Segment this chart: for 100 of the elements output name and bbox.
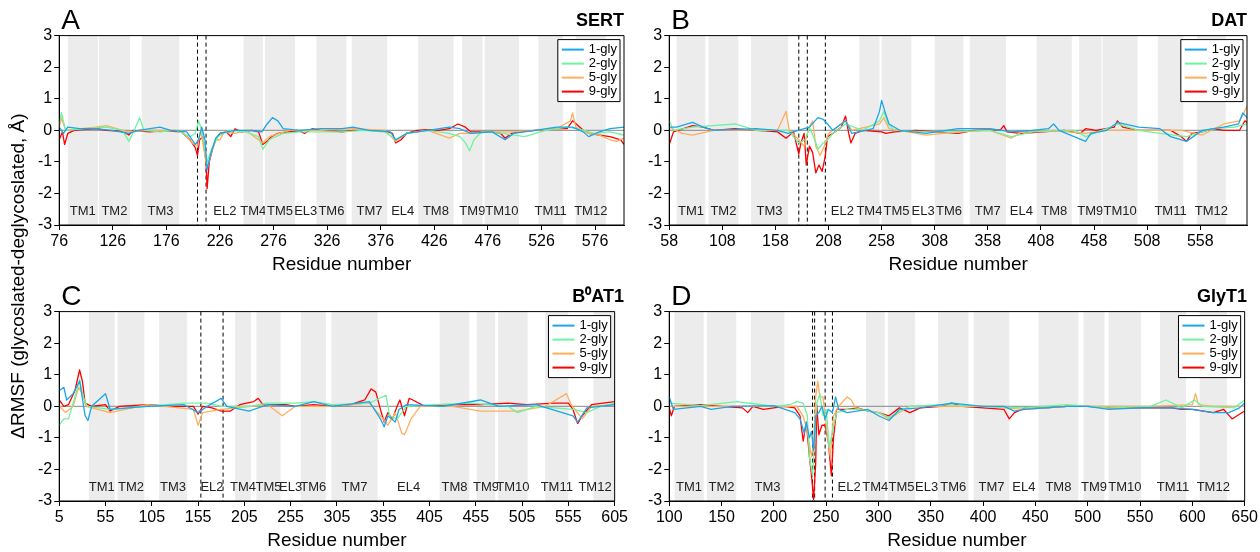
y-tick-label: -2 xyxy=(37,459,53,477)
band-label: TM10 xyxy=(1103,202,1137,218)
band-label: TM4 xyxy=(862,478,889,494)
band-label: TM8 xyxy=(441,478,468,494)
x-tick-label: 76 xyxy=(50,232,69,250)
band-label: TM8 xyxy=(1045,478,1072,494)
band-label: TM5 xyxy=(888,478,915,494)
x-tick-label: 305 xyxy=(323,508,351,526)
band-label: TM7 xyxy=(974,202,1001,218)
x-tick-label: 258 xyxy=(868,232,896,250)
band-label: TM9 xyxy=(459,202,486,218)
x-tick-label: 205 xyxy=(231,508,258,526)
legend-label: 2-gly xyxy=(588,55,618,71)
band-label: TM12 xyxy=(1194,202,1229,218)
band-label: TM12 xyxy=(1196,478,1230,494)
x-tick-label: 550 xyxy=(1126,508,1154,526)
band-label: TM5 xyxy=(255,478,282,494)
x-tick-label: 408 xyxy=(1027,232,1055,250)
x-tick-label: 126 xyxy=(99,232,127,250)
x-tick-label: 108 xyxy=(708,232,736,250)
legend-label: 5-gly xyxy=(1209,345,1239,361)
x-tick-label: 358 xyxy=(974,232,1002,250)
x-tick-label: 426 xyxy=(420,232,448,250)
band-label: TM4 xyxy=(229,478,256,494)
x-tick-label: 505 xyxy=(508,508,536,526)
y-tick-label: -3 xyxy=(37,491,53,509)
text: C xyxy=(61,280,82,312)
band-label: TM2 xyxy=(117,478,144,494)
legend-label: 2-gly xyxy=(1209,331,1239,347)
annotation: EL3 xyxy=(279,478,303,494)
x-tick-label: 605 xyxy=(601,508,629,526)
y-tick-label: 1 xyxy=(653,365,663,383)
y-tick-label: 1 xyxy=(653,89,663,107)
band-label: TM8 xyxy=(1041,202,1068,218)
y-tick-label: -1 xyxy=(37,152,53,170)
x-tick-label: 600 xyxy=(1178,508,1206,526)
legend-label: 1-gly xyxy=(588,41,618,57)
y-tick-label: 3 xyxy=(43,302,53,320)
y-tick-label: 0 xyxy=(43,396,53,414)
legend-label: 9-gly xyxy=(1211,83,1241,99)
x-tick-label: 500 xyxy=(1074,508,1102,526)
x-tick-label: 158 xyxy=(762,232,789,250)
text: D xyxy=(671,280,692,312)
annotation: EL4 xyxy=(391,202,415,218)
y-tick-label: -3 xyxy=(647,215,663,233)
x-tick-label: 450 xyxy=(1022,508,1049,526)
x-tick-label: 326 xyxy=(313,232,341,250)
band-label: TM6 xyxy=(318,202,345,218)
x-tick-label: 5 xyxy=(54,508,64,526)
annotation: EL2 xyxy=(213,202,237,218)
annotation: EL4 xyxy=(1009,202,1033,218)
band-label: TM5 xyxy=(883,202,910,218)
x-tick-label: 276 xyxy=(260,232,288,250)
annotation: EL2 xyxy=(200,478,224,494)
annotation: EL3 xyxy=(915,478,939,494)
y-tick-label: 2 xyxy=(43,57,53,75)
band-label: TM2 xyxy=(710,202,737,218)
x-axis-title: Residue number xyxy=(887,528,1028,550)
band-label: TM3 xyxy=(160,478,187,494)
x-tick-label: 208 xyxy=(815,232,842,250)
band-label: TM2 xyxy=(101,202,128,218)
band-label: TM4 xyxy=(856,202,883,218)
x-tick-label: 308 xyxy=(921,232,949,250)
y-tick-label: -2 xyxy=(647,459,663,477)
band-label: TM9 xyxy=(472,478,499,494)
y-tick-label: 0 xyxy=(653,120,663,138)
x-tick-label: 200 xyxy=(760,508,788,526)
y-tick-label: 1 xyxy=(43,365,53,383)
band-label: TM10 xyxy=(485,202,519,218)
band-label: TM11 xyxy=(534,202,567,218)
x-tick-label: 55 xyxy=(96,508,115,526)
y-tick-label: 3 xyxy=(653,26,663,44)
legend-label: 5-gly xyxy=(1211,69,1241,85)
x-tick-label: 300 xyxy=(865,508,892,526)
x-tick-label: 558 xyxy=(1186,232,1214,250)
annotation: EL4 xyxy=(1012,478,1036,494)
y-tick-label: -2 xyxy=(647,183,663,201)
legend-label: 2-gly xyxy=(1211,55,1241,71)
text: B xyxy=(671,4,690,36)
y-tick-label: 3 xyxy=(653,302,663,320)
band-label: TM11 xyxy=(540,478,573,494)
legend-label: 9-gly xyxy=(579,359,609,375)
y-tick-label: 2 xyxy=(43,333,53,351)
y-tick-label: 1 xyxy=(43,89,53,107)
band-label: TM11 xyxy=(1154,202,1187,218)
band-label: TM6 xyxy=(936,202,963,218)
x-tick-label: 508 xyxy=(1133,232,1161,250)
legend-label: 5-gly xyxy=(588,69,618,85)
text: A xyxy=(61,4,81,36)
band-label: TM4 xyxy=(240,202,267,218)
y-tick-label: -3 xyxy=(37,215,53,233)
annotation: EL2 xyxy=(830,202,854,218)
x-tick-label: 526 xyxy=(528,232,555,250)
annotation: EL4 xyxy=(397,478,421,494)
legend-label: 1-gly xyxy=(579,317,609,333)
chart-title: SERT xyxy=(575,9,624,30)
band-label: TM9 xyxy=(1077,202,1104,218)
band-label: TM5 xyxy=(266,202,293,218)
x-tick-label: 58 xyxy=(660,232,679,250)
y-tick-label: 3 xyxy=(43,26,53,44)
